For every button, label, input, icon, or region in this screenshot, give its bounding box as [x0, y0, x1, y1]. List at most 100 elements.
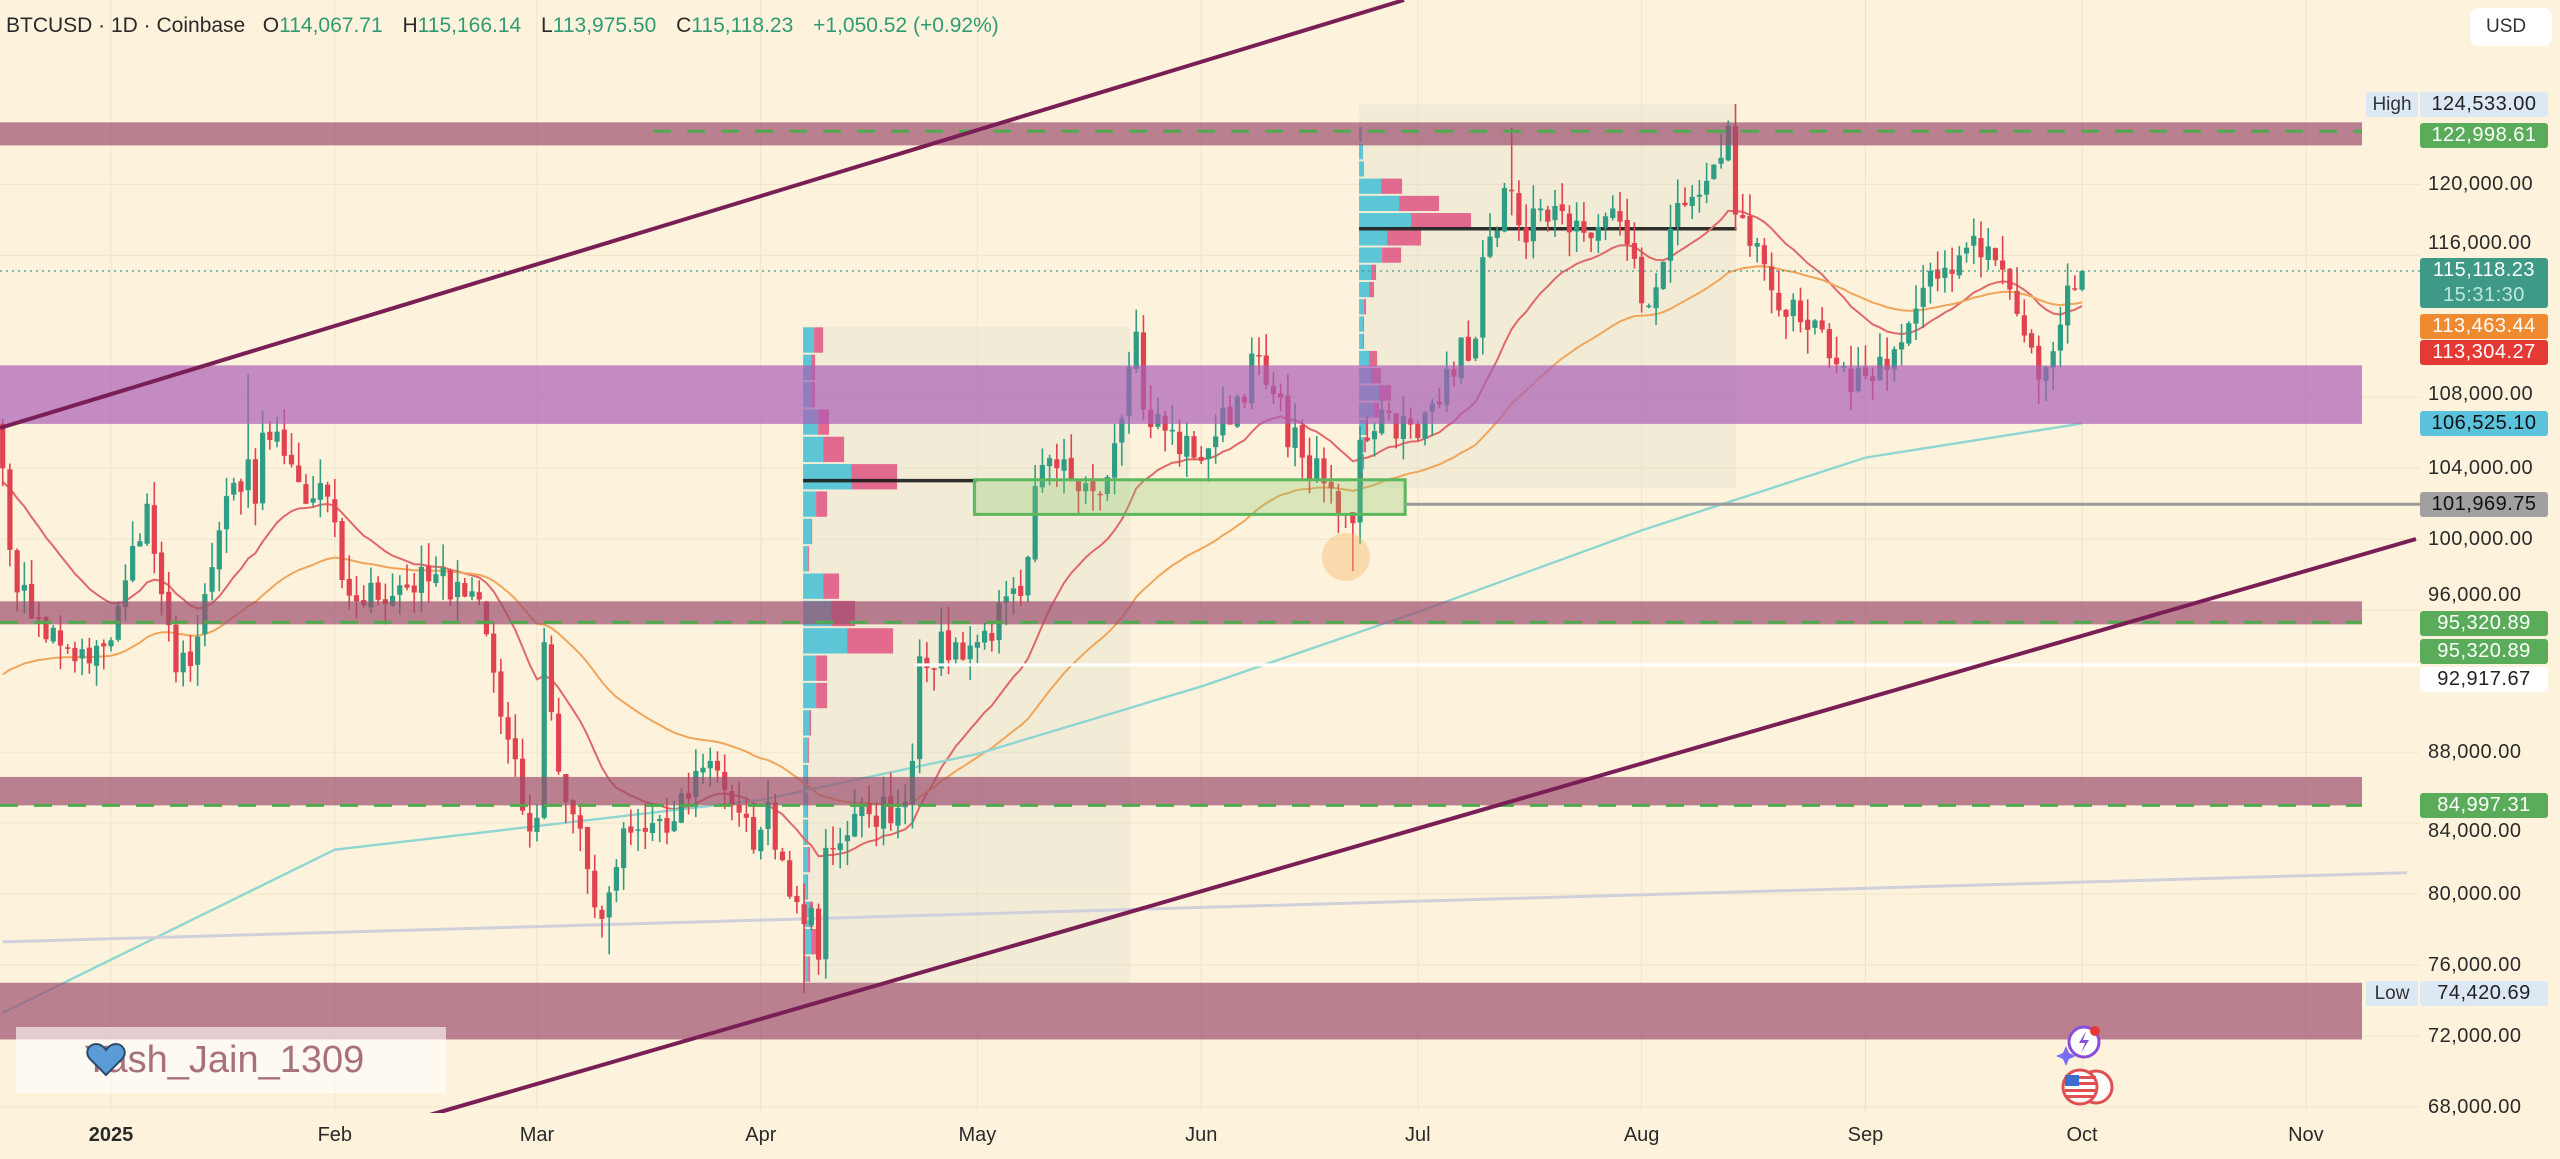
candle[interactable] — [787, 850, 793, 899]
candle[interactable] — [1516, 180, 1522, 241]
candle[interactable] — [498, 658, 504, 735]
candle[interactable] — [310, 476, 316, 508]
candle[interactable] — [584, 826, 591, 894]
candle[interactable] — [1783, 308, 1789, 340]
candle[interactable] — [671, 800, 677, 833]
candle[interactable] — [151, 482, 157, 574]
candle[interactable] — [953, 637, 959, 666]
candle[interactable] — [556, 697, 562, 775]
candle[interactable] — [2057, 306, 2063, 368]
candle[interactable] — [931, 667, 937, 691]
candle[interactable] — [1761, 237, 1767, 281]
candle[interactable] — [1906, 321, 1912, 346]
candle[interactable] — [613, 859, 619, 903]
candle[interactable] — [837, 827, 843, 869]
candle[interactable] — [72, 641, 78, 673]
candle[interactable] — [50, 625, 56, 644]
candle[interactable] — [1689, 185, 1695, 219]
candle[interactable] — [577, 805, 583, 852]
zone-resistance-top[interactable] — [0, 122, 2362, 146]
candle[interactable] — [830, 826, 836, 866]
candle[interactable] — [1465, 320, 1471, 362]
candle[interactable] — [1790, 293, 1796, 332]
candle[interactable] — [1631, 222, 1638, 269]
candle[interactable] — [1111, 424, 1118, 495]
candle[interactable] — [1776, 270, 1782, 317]
candle[interactable] — [1682, 187, 1688, 207]
candle[interactable] — [1949, 247, 1955, 292]
candle[interactable] — [599, 905, 605, 938]
volume-profile[interactable] — [803, 326, 1131, 983]
candle[interactable] — [187, 635, 194, 682]
candle[interactable] — [657, 814, 663, 843]
candle[interactable] — [1487, 213, 1493, 259]
zone-zone-95k[interactable] — [0, 601, 2362, 625]
candle[interactable] — [2065, 263, 2071, 344]
candle[interactable] — [823, 829, 829, 979]
candle[interactable] — [2021, 299, 2027, 343]
candle[interactable] — [548, 635, 555, 721]
candle[interactable] — [2007, 268, 2013, 300]
candle[interactable] — [1061, 438, 1067, 494]
candle[interactable] — [1530, 185, 1536, 259]
candle[interactable] — [260, 411, 266, 511]
candle[interactable] — [1335, 483, 1341, 533]
ai-spark-icon[interactable] — [2056, 1022, 2106, 1066]
candle[interactable] — [1819, 307, 1825, 333]
candle[interactable] — [1018, 569, 1024, 607]
us-flag-economic-event-icon[interactable] — [2060, 1067, 2116, 1107]
channel-upper-line[interactable] — [0, 0, 1405, 430]
channel-lower-line[interactable] — [277, 537, 2417, 1159]
candle[interactable] — [1545, 205, 1551, 232]
candle[interactable] — [238, 478, 244, 515]
candle[interactable] — [808, 905, 814, 931]
candle[interactable] — [1595, 214, 1601, 253]
candle[interactable] — [592, 854, 598, 918]
candle[interactable] — [1985, 228, 1991, 270]
candle[interactable] — [491, 621, 497, 693]
candle[interactable] — [1299, 419, 1305, 482]
candle[interactable] — [1898, 323, 1905, 366]
candle[interactable] — [144, 493, 150, 547]
candle[interactable] — [505, 701, 511, 764]
candle[interactable] — [873, 802, 879, 847]
candle[interactable] — [1805, 299, 1811, 354]
candle[interactable] — [779, 847, 786, 862]
candle[interactable] — [1667, 204, 1674, 283]
candle[interactable] — [223, 477, 230, 553]
zone-zone-85k[interactable] — [0, 776, 2362, 806]
candle[interactable] — [476, 580, 482, 606]
candle[interactable] — [1610, 195, 1616, 221]
candle[interactable] — [267, 421, 273, 450]
candle[interactable] — [1566, 205, 1573, 257]
candle[interactable] — [1927, 262, 1934, 304]
candle[interactable] — [2072, 275, 2078, 291]
candle[interactable] — [635, 808, 641, 851]
candle[interactable] — [325, 481, 331, 513]
candle[interactable] — [440, 544, 446, 600]
candle[interactable] — [1913, 285, 1919, 341]
currency-button[interactable]: USD — [2470, 8, 2552, 46]
candle[interactable] — [296, 442, 302, 483]
candle[interactable] — [1704, 162, 1710, 204]
candle[interactable] — [1978, 221, 1984, 278]
long-trend-line[interactable] — [2, 871, 2408, 944]
candle[interactable] — [1826, 323, 1832, 369]
candle[interactable] — [1371, 422, 1378, 457]
candle[interactable] — [1075, 480, 1082, 516]
candle[interactable] — [606, 886, 612, 955]
candle[interactable] — [173, 616, 179, 683]
candle[interactable] — [1747, 194, 1753, 257]
candle[interactable] — [967, 626, 973, 681]
candle[interactable] — [1639, 247, 1645, 313]
candle[interactable] — [108, 637, 114, 652]
symbol-info[interactable]: BTCUSD · 1D · Coinbase — [6, 14, 246, 37]
candle[interactable] — [1552, 190, 1558, 237]
candle[interactable] — [512, 714, 518, 777]
candle[interactable] — [1588, 232, 1594, 253]
candle[interactable] — [1090, 463, 1096, 511]
candle[interactable] — [917, 639, 923, 774]
candle[interactable] — [794, 885, 800, 914]
candle[interactable] — [1523, 204, 1529, 260]
candle[interactable] — [924, 642, 930, 683]
